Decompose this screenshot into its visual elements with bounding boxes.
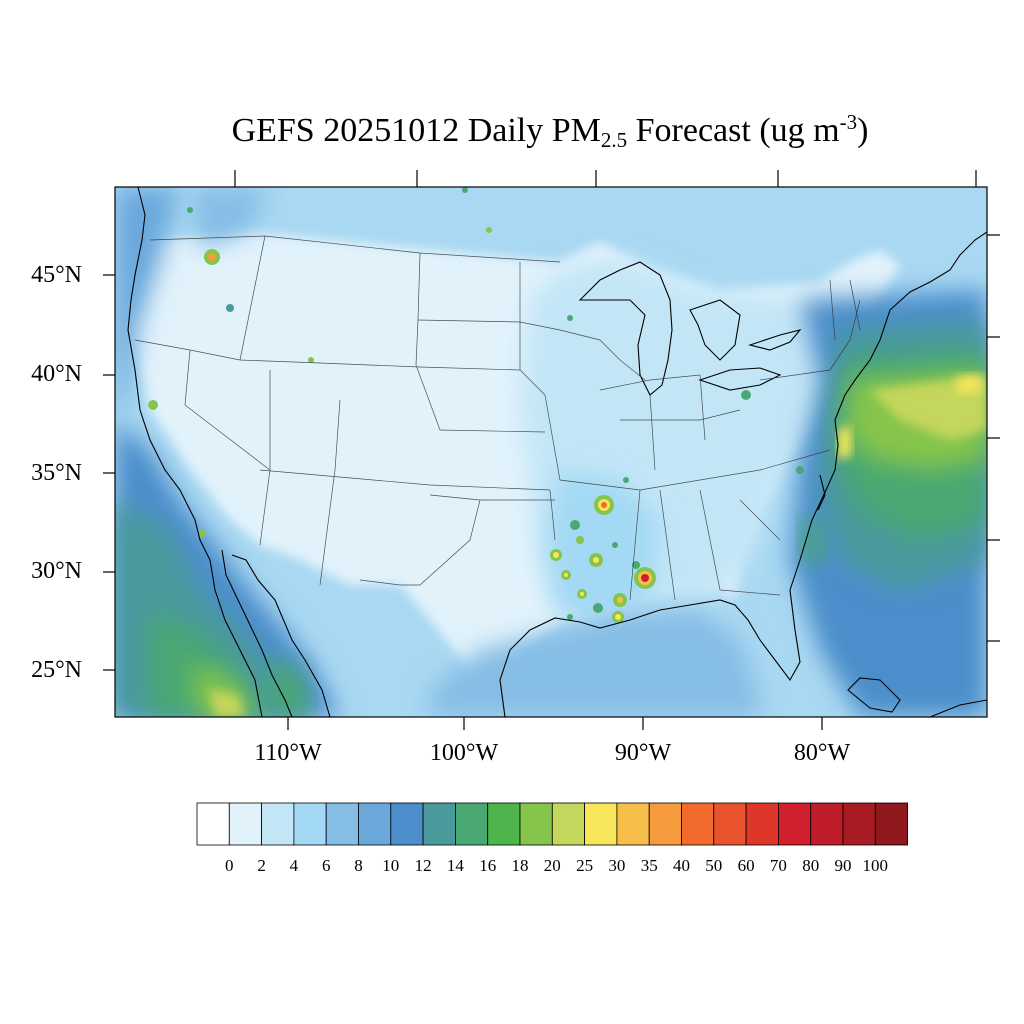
colorbar-swatch — [842, 802, 876, 846]
colorbar-swatch — [261, 802, 295, 846]
colorbar-swatch — [874, 802, 908, 846]
colorbar-tick-label: 2 — [257, 856, 266, 875]
colorbar-tick-label: 0 — [225, 856, 234, 875]
map-plot-area — [115, 187, 987, 717]
colorbar-swatch — [325, 802, 359, 846]
colorbar-tick-label: 8 — [354, 856, 363, 875]
colorbar-swatch — [745, 802, 779, 846]
colorbar-tick-label: 20 — [543, 856, 561, 875]
colorbar-swatch — [228, 802, 262, 846]
colorbar-tick-label: 18 — [511, 856, 529, 875]
colorbar-swatch — [196, 802, 230, 846]
colorbar-swatch — [616, 802, 650, 846]
colorbar-swatch — [648, 802, 682, 846]
map-title: GEFS 20251012 Daily PM2.5 Forecast (ug m… — [231, 110, 869, 152]
colorbar-swatch — [293, 802, 327, 846]
colorbar-swatch — [713, 802, 747, 846]
map-frame — [114, 186, 988, 718]
colorbar-swatch — [551, 802, 585, 846]
colorbar-swatch — [454, 802, 489, 846]
colorbar-tick-label: 14 — [446, 856, 464, 875]
colorbar-swatch — [810, 802, 844, 846]
colorbar-tick-label: 12 — [414, 856, 432, 875]
colorbar-tick-label: 50 — [705, 856, 723, 875]
colorbar-tick-label: 4 — [289, 856, 299, 875]
colorbar-swatch — [519, 802, 553, 846]
coastlines — [127, 187, 987, 717]
colorbar-tick-label: 16 — [479, 856, 497, 875]
lat-label-35n: 35°N — [31, 460, 82, 486]
colorbar-tick-label: 80 — [802, 856, 820, 875]
colorbar-tick-label: 6 — [321, 856, 331, 875]
colorbar-swatch — [422, 802, 456, 846]
colorbar-swatch — [487, 802, 521, 846]
colorbar-tick-label: 60 — [737, 856, 755, 875]
colorbar-tick-label: 100 — [862, 856, 889, 875]
lat-label-40n: 40°N — [31, 361, 82, 387]
colorbar-tick-label: 70 — [769, 856, 787, 875]
colorbar-swatch — [390, 802, 424, 846]
lat-label-25n: 25°N — [31, 657, 82, 683]
lon-label-80w: 80°W — [793, 740, 851, 766]
lon-label-110w: 110°W — [254, 740, 322, 766]
colorbar — [196, 802, 908, 846]
lon-label-90w: 90°W — [614, 740, 672, 766]
colorbar-tick-label: 90 — [834, 856, 852, 875]
colorbar-swatch — [681, 802, 715, 846]
colorbar-tick-label: 35 — [640, 856, 658, 875]
colorbar-tick-label: 10 — [382, 856, 400, 875]
tick-marks — [103, 170, 1000, 730]
lat-label-45n: 45°N — [31, 262, 82, 288]
lat-label-30n: 30°N — [31, 558, 82, 584]
colorbar-tick-label: 40 — [673, 856, 690, 875]
lon-label-100w: 100°W — [429, 740, 499, 766]
colorbar-swatch — [778, 802, 812, 846]
state-borders — [134, 235, 861, 601]
colorbar-tick-label: 25 — [576, 856, 594, 875]
colorbar-swatch — [358, 802, 392, 846]
colorbar-tick-label: 30 — [608, 856, 626, 875]
colorbar-swatch — [584, 802, 618, 846]
